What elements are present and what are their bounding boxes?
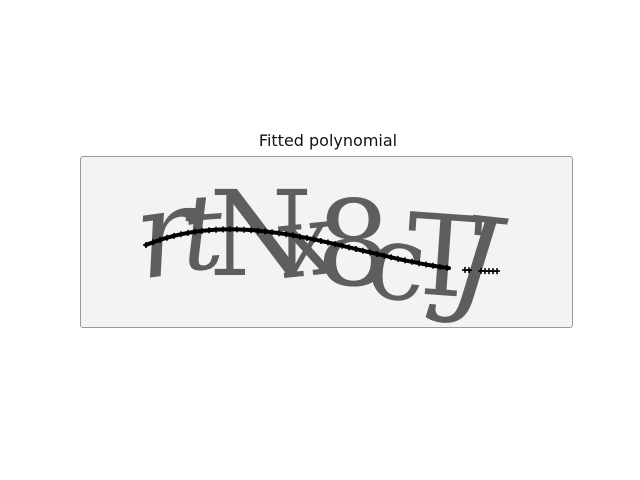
fit-curve-marker bbox=[213, 226, 219, 233]
captcha-glyph-T: T bbox=[402, 190, 486, 325]
fit-curve-marker bbox=[262, 228, 268, 235]
fit-curve-marker bbox=[206, 227, 212, 234]
fit-curve-marker bbox=[178, 231, 184, 238]
fit-curve-marker bbox=[269, 229, 275, 236]
fit-curve-marker bbox=[311, 236, 317, 243]
fit-curve-marker bbox=[346, 244, 352, 251]
fit-curve-marker bbox=[444, 264, 450, 271]
fit-curve-marker bbox=[437, 263, 443, 270]
fit-curve-marker bbox=[241, 226, 247, 233]
fit-curve-marker bbox=[234, 226, 240, 233]
fit-curve-marker bbox=[423, 261, 429, 268]
fit-curve-marker bbox=[304, 235, 310, 241]
captcha-glyphs: r t N x 8 c T J bbox=[126, 161, 511, 327]
fit-curve-marker bbox=[164, 234, 170, 241]
fit-curve-marker bbox=[339, 242, 345, 249]
fit-curve-marker bbox=[409, 258, 415, 265]
fit-curve-marker bbox=[276, 230, 282, 237]
fit-curve-marker bbox=[283, 231, 289, 238]
fit-curve-marker bbox=[494, 268, 500, 275]
fit-curve-marker bbox=[402, 257, 408, 264]
captcha-image-frame: r t N x 8 c T J bbox=[80, 156, 573, 328]
fit-curve-marker bbox=[318, 238, 324, 244]
fit-curve-marker bbox=[157, 236, 163, 243]
fit-curve-marker bbox=[185, 229, 191, 236]
fit-curve-marker bbox=[297, 233, 303, 240]
fit-curve-marker bbox=[325, 239, 331, 246]
fit-curve-marker bbox=[367, 249, 373, 256]
fit-curve-marker bbox=[255, 227, 261, 234]
fitted-polynomial-curve bbox=[143, 226, 500, 275]
fit-curve-marker bbox=[353, 246, 359, 252]
fit-curve-marker bbox=[290, 232, 296, 239]
fit-curve-marker bbox=[143, 242, 149, 248]
fit-curve-marker bbox=[416, 260, 422, 267]
fit-curve-marker bbox=[171, 232, 177, 239]
fit-curve-marker bbox=[220, 226, 226, 233]
fit-curve-marker bbox=[430, 262, 436, 269]
fit-curve-marker bbox=[332, 241, 338, 248]
fit-curve-marker bbox=[248, 227, 254, 234]
plot-title: Fitted polynomial bbox=[258, 131, 398, 150]
captcha-image: r t N x 8 c T J bbox=[126, 161, 511, 327]
fit-curve-marker bbox=[381, 252, 387, 259]
fit-curve-marker bbox=[227, 226, 233, 233]
fit-curve-marker bbox=[360, 247, 366, 254]
fit-curve-marker bbox=[192, 228, 198, 235]
fit-curve-marker bbox=[466, 267, 472, 274]
fit-curve-marker bbox=[395, 255, 401, 262]
fit-curve-marker bbox=[388, 254, 394, 261]
fit-curve-marker bbox=[374, 251, 380, 257]
fit-curve-marker bbox=[199, 227, 205, 234]
fit-curve-marker bbox=[150, 239, 156, 246]
